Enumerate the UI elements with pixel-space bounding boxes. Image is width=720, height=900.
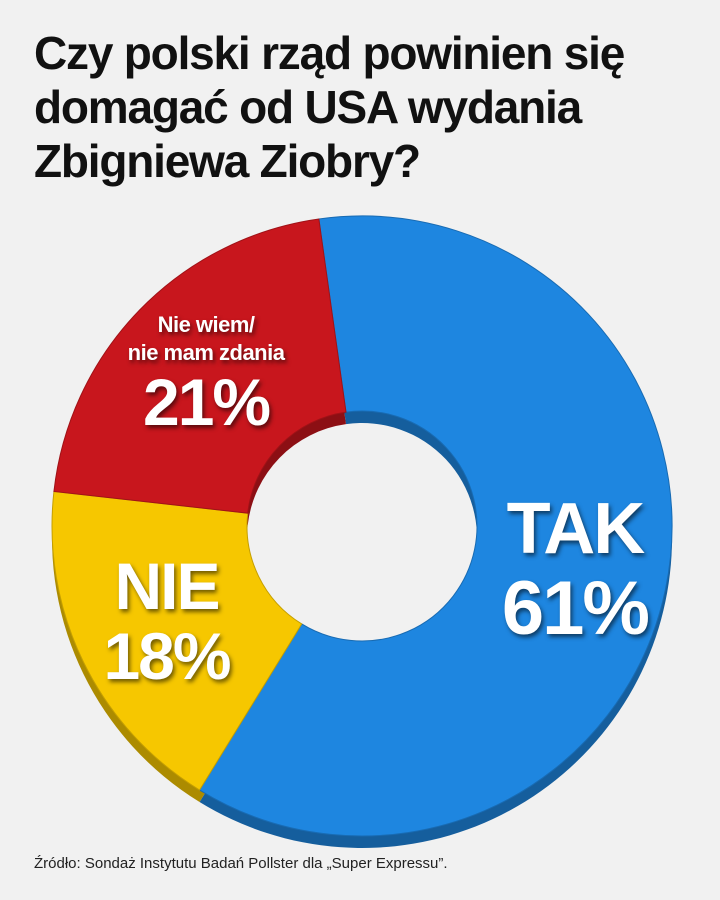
slice-value-label: 21% [143, 365, 271, 440]
slice-category: NIE [114, 549, 220, 624]
slice-value-label: 18% [103, 619, 231, 694]
slice-label: TAK 61% [501, 489, 650, 652]
slice-category: Nie wiem/ nie mam zdania [127, 312, 285, 366]
chart-title: Czy polski rząd powinien się domagać od … [34, 27, 625, 187]
slice [51, 490, 303, 791]
slice-label: Nie wiem/ nie mam zdania 21% [128, 311, 285, 437]
slice [53, 218, 347, 514]
slice [198, 215, 673, 837]
slice-value-label: 61% [501, 566, 650, 652]
slice-category: TAK [506, 489, 646, 570]
source-note: Źródło: Sondaż Instytutu Badań Pollster … [34, 855, 448, 872]
slice-label: NIE 18% [103, 549, 231, 694]
